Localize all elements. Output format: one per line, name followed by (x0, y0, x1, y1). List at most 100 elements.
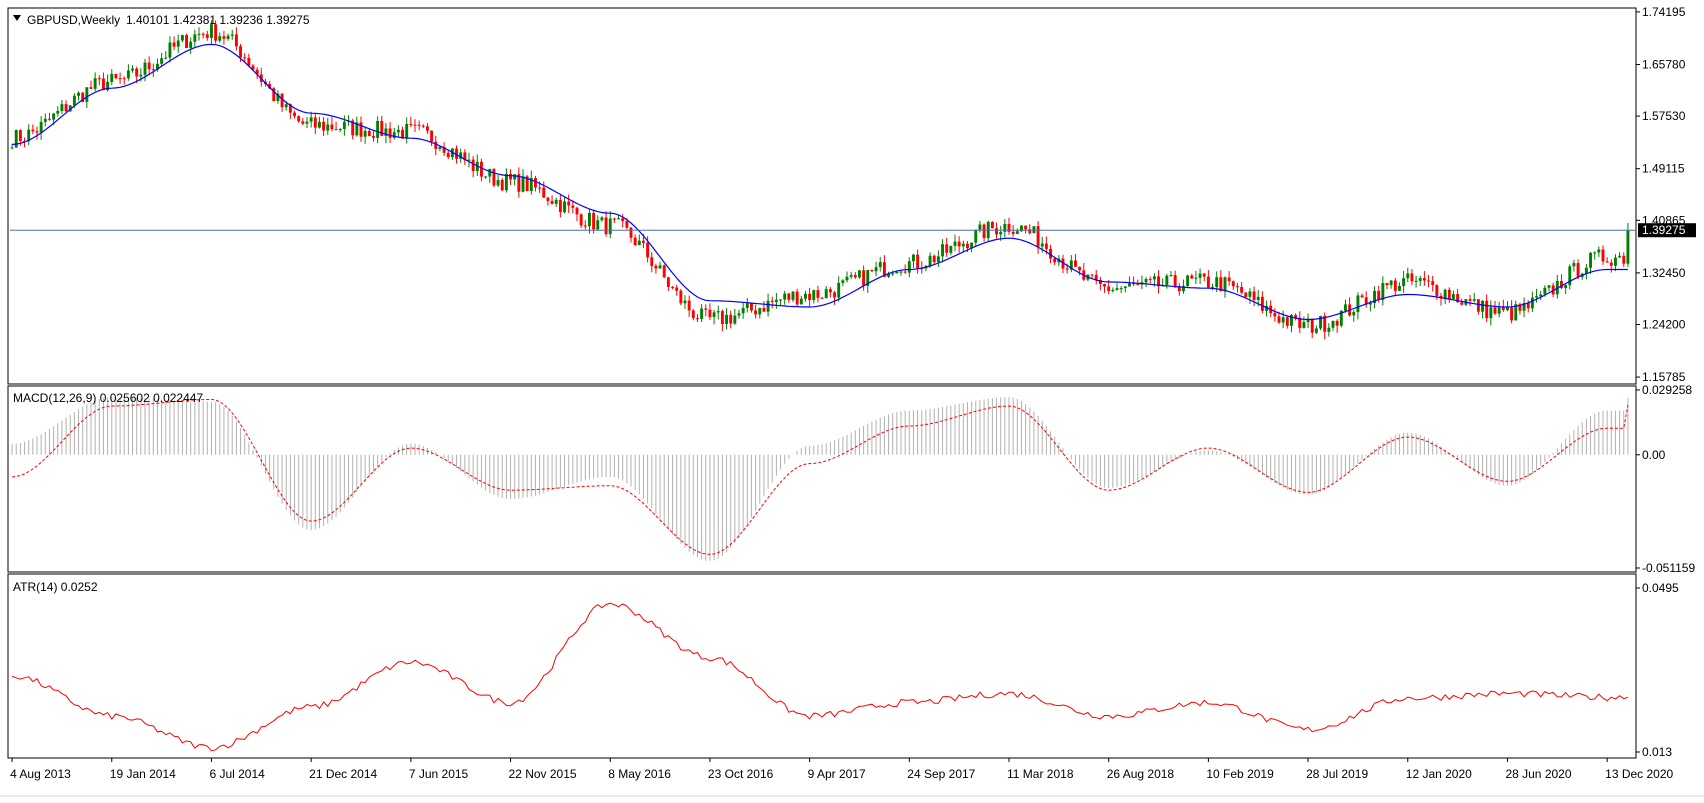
candle-body (1543, 287, 1547, 295)
candle-body (193, 34, 197, 42)
candle-body (970, 242, 974, 249)
candle-body (413, 124, 417, 126)
candle-body (180, 35, 184, 41)
candle-body (899, 271, 903, 273)
macd-y-tick-label: 0.029258 (1642, 383, 1692, 397)
candle-body (1065, 268, 1069, 270)
candle-body (205, 34, 209, 38)
candle-body (72, 95, 76, 106)
candle-body (762, 307, 766, 312)
candle-body (64, 104, 68, 112)
candle-body (1132, 283, 1136, 285)
candle-body (322, 121, 326, 131)
candle-body (1290, 315, 1293, 326)
candle-body (1368, 303, 1372, 305)
candle-body (799, 298, 803, 305)
candle-body (729, 314, 733, 324)
candle-body (1373, 290, 1376, 304)
candle-body (696, 318, 699, 320)
candle-body (1094, 274, 1098, 280)
candle-body (1560, 280, 1563, 289)
candle-body (1144, 279, 1148, 283)
candle-body (737, 313, 741, 316)
candle-body (1609, 262, 1613, 266)
x-tick-label: 12 Jan 2020 (1406, 767, 1472, 781)
candle-body (521, 176, 525, 192)
candle-body (1111, 289, 1115, 292)
candle-body (1206, 276, 1210, 288)
candle-body (56, 110, 60, 114)
candle-body (1597, 249, 1601, 253)
candle-body (272, 88, 276, 101)
candle-body (1298, 317, 1302, 328)
candle-body (999, 231, 1003, 235)
candle-body (1148, 279, 1152, 281)
x-tick-label: 11 Mar 2018 (1007, 767, 1074, 781)
candle-body (862, 270, 866, 286)
candle-body (480, 161, 483, 177)
axis-layer: 1.741951.657801.575301.491151.408651.324… (10, 5, 1696, 781)
candle-body (18, 129, 22, 142)
candle-body (882, 262, 886, 277)
candle-body (974, 229, 978, 243)
candle-body (446, 152, 450, 158)
last-price-badge (1638, 223, 1696, 238)
candle-body (1186, 275, 1190, 286)
candle-body (230, 34, 234, 36)
candle-body (725, 314, 728, 325)
candle-body (633, 237, 637, 246)
candle-body (866, 270, 870, 286)
x-tick-label: 10 Feb 2019 (1206, 767, 1274, 781)
candle-body (160, 58, 164, 64)
candle-body (513, 174, 517, 180)
candle-body (791, 291, 795, 300)
candle-body (1024, 225, 1028, 230)
candle-body (1622, 255, 1626, 264)
collapse-triangle-icon[interactable] (13, 15, 21, 21)
candle-body (1506, 307, 1509, 311)
price-y-tick-label: 1.15785 (1642, 370, 1686, 384)
candle-body (496, 179, 500, 186)
candle-body (1614, 257, 1617, 266)
candle-body (1435, 285, 1439, 296)
candle-body (384, 128, 388, 136)
candle-body (492, 168, 496, 186)
candle-body (438, 146, 442, 149)
x-tick-label: 23 Oct 2016 (708, 767, 774, 781)
candle-body (1344, 304, 1347, 311)
candle-body (1227, 277, 1231, 282)
candle-body (313, 117, 317, 128)
candle-body (878, 262, 882, 268)
candle-body (118, 78, 122, 80)
candle-body (1314, 328, 1318, 333)
candle-body (1248, 291, 1252, 297)
candle-body (596, 220, 600, 230)
candle-body (1236, 286, 1239, 288)
candle-body (126, 70, 130, 79)
candle-body (143, 62, 147, 75)
macd-layer (11, 397, 1629, 562)
candle-body (318, 121, 321, 128)
candle-body (745, 303, 749, 308)
candle-body (841, 280, 845, 283)
candle-body (1427, 280, 1430, 282)
candle-body (990, 221, 994, 229)
candle-body (903, 271, 907, 273)
candle-body (758, 307, 762, 315)
candle-body (1136, 284, 1140, 286)
candle-body (824, 289, 828, 299)
atr-header: ATR(14) 0.0252 (13, 580, 98, 594)
candle-body (1211, 287, 1214, 289)
candle-body (1061, 258, 1065, 269)
candle-body (1003, 223, 1007, 232)
x-tick-label: 21 Dec 2014 (309, 767, 377, 781)
candle-body (1626, 230, 1630, 264)
candle-body (546, 197, 550, 201)
candle-body (396, 129, 400, 133)
candle-body (978, 224, 982, 230)
candle-body (239, 46, 242, 58)
candle-body (941, 244, 944, 257)
candle-body (405, 123, 409, 139)
